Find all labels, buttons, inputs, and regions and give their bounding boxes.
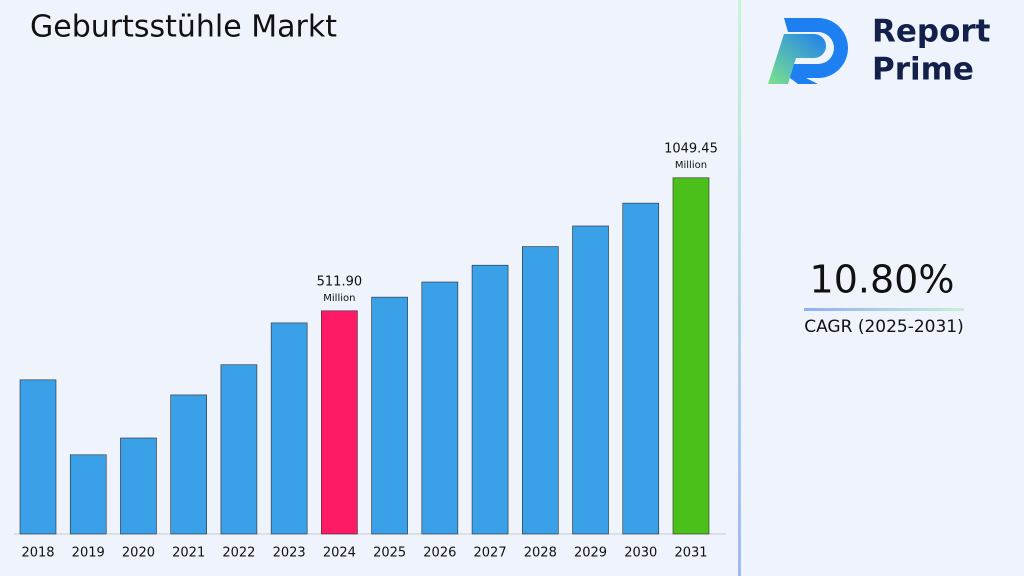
x-tick-label: 2022	[222, 546, 255, 561]
x-tick-label: 2028	[524, 546, 557, 561]
bar	[622, 202, 660, 535]
bar	[672, 177, 710, 535]
cagr-underline	[804, 308, 964, 311]
x-tick-label: 2029	[574, 546, 607, 561]
x-tick-label: 2030	[624, 546, 657, 561]
bar	[371, 296, 408, 535]
x-tick-label: 2024	[323, 546, 356, 561]
logo: Report Prime	[768, 14, 991, 88]
x-tick-label: 2018	[21, 546, 54, 561]
x-tick-label: 2023	[273, 546, 306, 561]
bar	[120, 437, 157, 535]
value-unit: Million	[675, 160, 707, 171]
value-unit: Million	[323, 293, 355, 304]
x-tick-label: 2025	[373, 546, 406, 561]
bar	[521, 246, 559, 535]
bar	[270, 322, 308, 535]
brand-name: Prime	[872, 52, 974, 88]
divider	[738, 0, 741, 576]
x-tick-label: 2021	[172, 546, 205, 561]
x-tick-label: 2027	[474, 546, 507, 561]
cagr-label: CAGR (2025-2031)	[804, 317, 964, 337]
x-tick-label: 2020	[122, 546, 155, 561]
brand-name: Report	[872, 14, 991, 50]
bar	[321, 310, 358, 535]
bar	[170, 394, 207, 535]
value-label: 1049.45	[664, 141, 718, 156]
bar	[69, 454, 107, 535]
bar	[421, 281, 459, 535]
value-label: 511.90	[317, 274, 363, 289]
bar	[220, 364, 258, 535]
x-tick-label: 2031	[674, 546, 707, 561]
cagr-value: 10.80%	[810, 258, 955, 302]
bar	[471, 264, 509, 535]
logo-mark-accent	[768, 34, 826, 84]
x-tick-label: 2026	[423, 546, 456, 561]
logo-mark	[784, 18, 848, 84]
x-tick-label: 2019	[72, 546, 105, 561]
bar	[19, 379, 57, 535]
bar	[572, 225, 609, 535]
chart-title: Geburtsstühle Markt	[30, 10, 337, 45]
